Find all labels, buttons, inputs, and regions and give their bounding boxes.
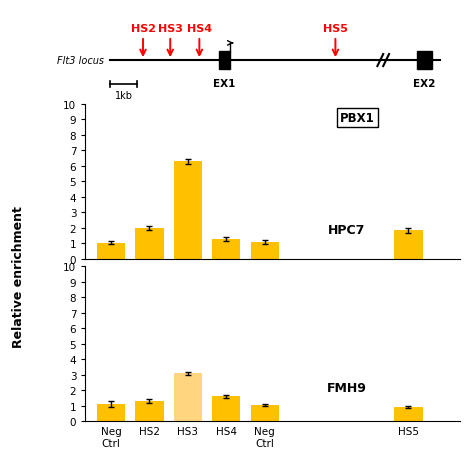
Bar	[394, 407, 423, 421]
Text: Flt3 locus: Flt3 locus	[57, 56, 104, 66]
Bar	[251, 405, 279, 421]
Text: Relative enrichment: Relative enrichment	[12, 205, 26, 347]
Text: HS5: HS5	[323, 23, 348, 33]
Bar	[174, 373, 202, 421]
Bar	[251, 242, 279, 259]
Bar	[97, 404, 125, 421]
Bar	[97, 243, 125, 259]
Bar	[417, 52, 432, 69]
Bar	[394, 231, 423, 259]
Bar	[136, 228, 164, 259]
Text: HPC7: HPC7	[328, 224, 365, 237]
Text: EX1: EX1	[213, 79, 236, 89]
Text: EX2: EX2	[413, 79, 436, 89]
Bar	[174, 162, 202, 259]
Bar	[212, 239, 240, 259]
Text: PBX1: PBX1	[340, 112, 374, 125]
Bar	[212, 397, 240, 421]
Bar	[219, 52, 230, 69]
Text: HS3: HS3	[158, 23, 182, 33]
Text: FMH9: FMH9	[327, 381, 367, 394]
Text: HS4: HS4	[187, 23, 212, 33]
Bar	[136, 401, 164, 421]
Text: HS2: HS2	[130, 23, 155, 33]
Text: 1kb: 1kb	[115, 91, 133, 101]
